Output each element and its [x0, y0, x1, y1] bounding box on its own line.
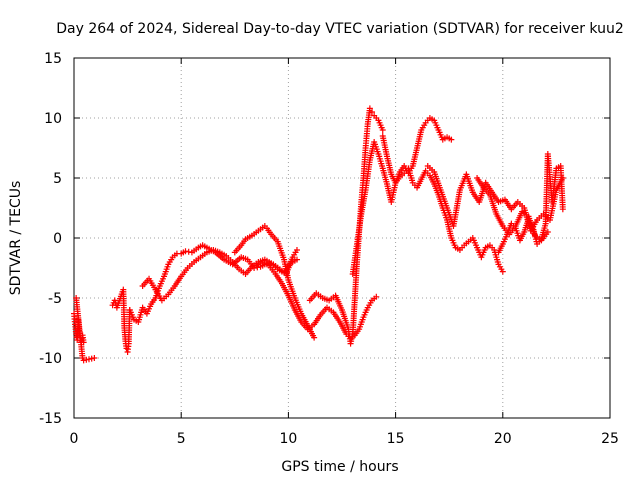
y-axis-label: SDTVAR / TECUs — [8, 181, 24, 296]
series-arc-isolated — [73, 295, 98, 364]
data-point — [293, 256, 300, 263]
x-tick-label: 25 — [601, 431, 619, 447]
data-point — [559, 206, 566, 213]
data-point — [448, 136, 455, 143]
x-tick-label: 20 — [494, 431, 512, 447]
y-tick-label: 15 — [44, 51, 62, 67]
grid-lines — [74, 58, 610, 418]
data-point — [91, 355, 98, 361]
x-axis-label: GPS time / hours — [281, 459, 398, 475]
series-arc-7 — [379, 133, 506, 275]
y-tick-label: -15 — [39, 411, 62, 427]
x-tick-label: 0 — [70, 431, 79, 447]
y-tick-label: 0 — [53, 231, 62, 247]
y-tick-label: -5 — [48, 291, 62, 307]
series-arc-3b — [139, 247, 300, 304]
axis-ticks — [73, 57, 611, 419]
y-tick-label: 10 — [44, 111, 62, 127]
data-point — [499, 268, 506, 275]
data-point — [373, 293, 380, 300]
y-tick-label: 5 — [53, 171, 62, 187]
chart-title: Day 264 of 2024, Sidereal Day-to-day VTE… — [56, 21, 624, 37]
data-point — [366, 105, 373, 112]
data-point — [544, 229, 551, 235]
x-tick-label: 10 — [279, 431, 297, 447]
x-tick-labels: 0 5 10 15 20 25 — [70, 431, 619, 447]
series-arc-4b — [253, 259, 380, 342]
y-tick-labels: -15 -10 -5 0 5 10 15 — [39, 51, 62, 427]
y-tick-label: -10 — [39, 351, 62, 367]
data-points — [71, 105, 566, 364]
series-arc-2 — [109, 286, 133, 355]
data-point — [369, 109, 376, 115]
data-point — [293, 247, 300, 253]
x-tick-label: 5 — [177, 431, 186, 447]
series-arc-10 — [474, 175, 551, 244]
data-point — [379, 127, 386, 133]
data-point — [311, 334, 318, 341]
x-tick-label: 15 — [387, 431, 405, 447]
